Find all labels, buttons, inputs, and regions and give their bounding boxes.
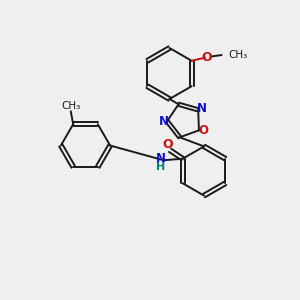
Text: N: N: [156, 152, 166, 166]
Text: CH₃: CH₃: [61, 101, 80, 111]
Text: O: O: [202, 51, 212, 64]
Text: N: N: [158, 115, 169, 128]
Text: CH₃: CH₃: [229, 50, 248, 60]
Text: N: N: [197, 102, 207, 115]
Text: O: O: [162, 138, 173, 152]
Text: H: H: [157, 162, 166, 172]
Text: O: O: [198, 124, 208, 137]
